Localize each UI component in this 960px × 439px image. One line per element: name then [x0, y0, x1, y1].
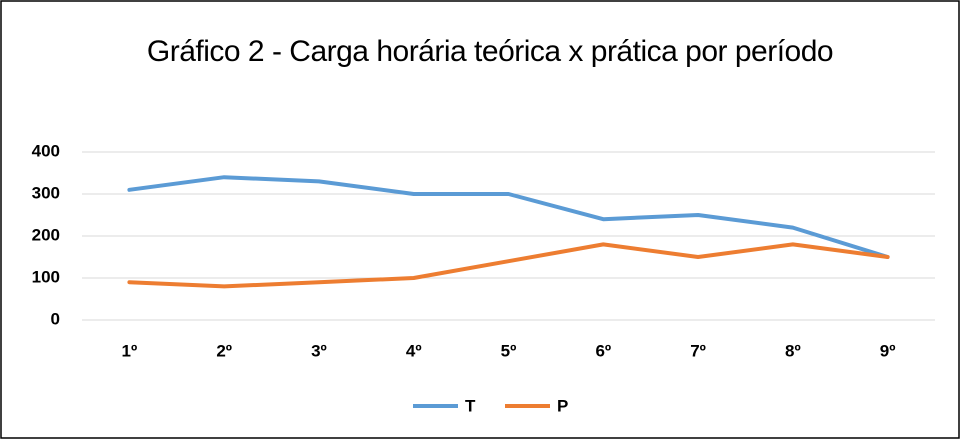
x-tick-label: 1º	[122, 341, 138, 360]
x-tick-label: 7º	[690, 341, 706, 360]
x-tick-label: 3º	[311, 341, 327, 360]
x-tick-label: 6º	[595, 341, 611, 360]
legend-label: T	[465, 396, 476, 415]
y-tick-label: 0	[51, 309, 60, 328]
x-tick-label: 9º	[880, 341, 896, 360]
legend-label: P	[557, 396, 568, 415]
y-tick-label: 400	[32, 141, 60, 160]
y-tick-label: 200	[32, 225, 60, 244]
x-tick-label: 8º	[785, 341, 801, 360]
y-tick-label: 100	[32, 267, 60, 286]
chart-title: Gráfico 2 - Carga horária teórica x prát…	[146, 35, 834, 68]
y-tick-label: 300	[32, 183, 60, 202]
data-line	[127, 175, 890, 259]
data-line	[127, 242, 890, 289]
x-tick-label: 2º	[216, 341, 232, 360]
x-tick-label: 5º	[501, 341, 517, 360]
x-tick-label: 4º	[406, 341, 422, 360]
